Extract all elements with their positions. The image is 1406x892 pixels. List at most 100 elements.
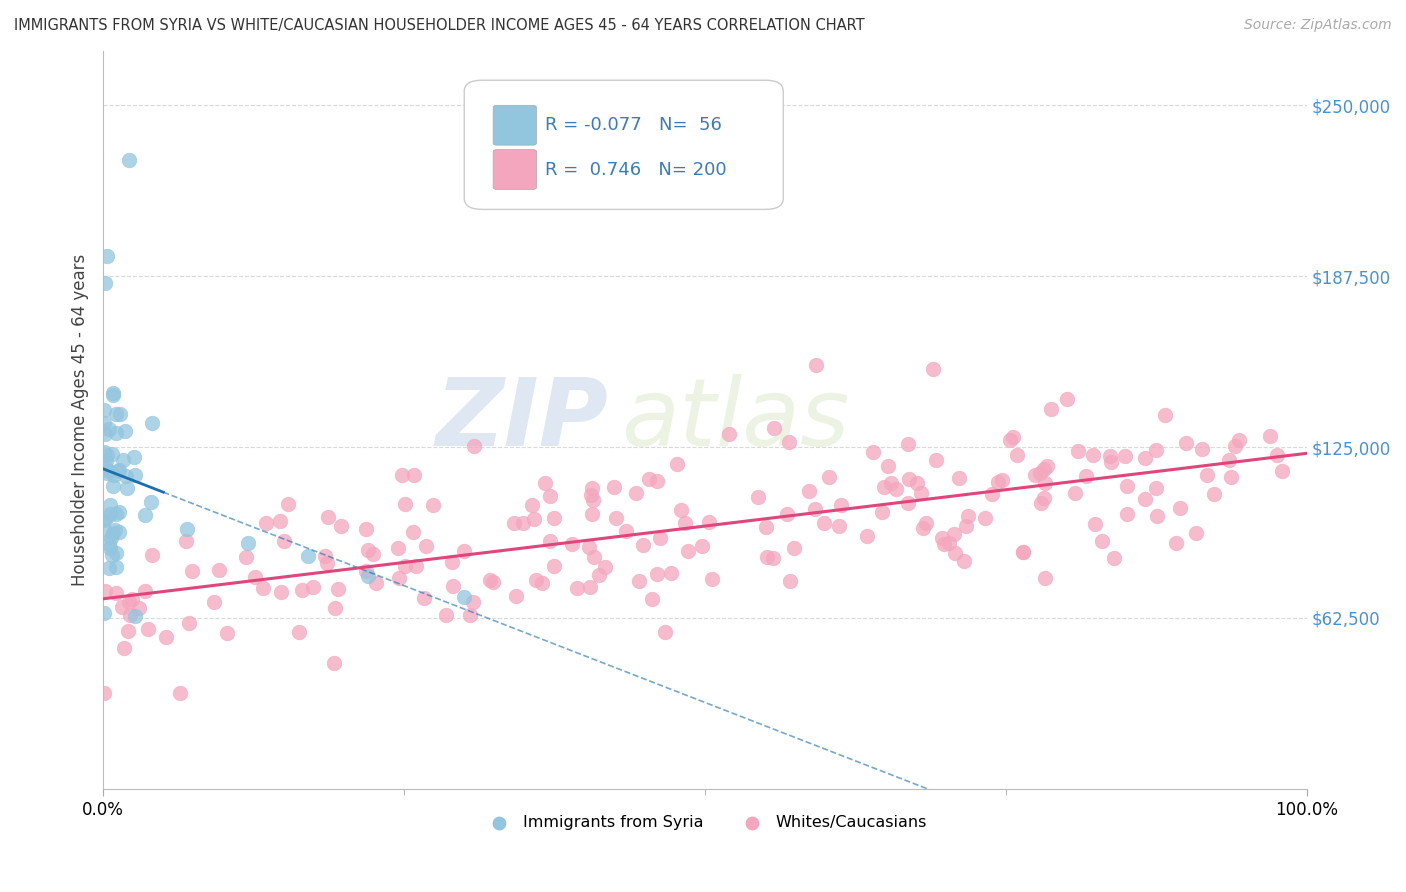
Point [897,496,920,510]
Point [1091,533,1114,548]
FancyBboxPatch shape [464,80,783,210]
Point [922,362,945,376]
Point [943,526,966,541]
Point [665,457,688,471]
Point [697,515,720,529]
Point [762,551,785,566]
Point [813,516,835,530]
Point [124,468,146,483]
Point [763,420,786,434]
Point [614,524,637,538]
Point [141,416,163,430]
Point [93,686,115,700]
Point [117,624,139,638]
Text: R = -0.077   N=  56: R = -0.077 N= 56 [546,116,721,134]
Point [910,486,932,500]
Point [391,467,413,482]
Point [100,532,122,546]
Point [1029,496,1052,510]
Point [502,516,524,530]
Point [103,479,125,493]
Point [1154,408,1177,422]
Point [828,518,851,533]
Point [641,591,664,606]
Point [461,595,484,609]
Point [93,523,115,537]
Point [124,450,146,465]
Point [925,452,948,467]
Point [1174,435,1197,450]
Point [330,519,353,533]
Point [1146,509,1168,524]
Text: R =  0.746   N= 200: R = 0.746 N= 200 [546,161,727,178]
Point [897,472,920,486]
Point [884,482,907,496]
Point [1007,448,1029,462]
Point [505,589,527,603]
Point [905,475,928,490]
Point [273,533,295,548]
Point [779,574,801,589]
Point [911,520,934,534]
Point [1195,467,1218,482]
Point [453,543,475,558]
Point [388,572,411,586]
Point [991,473,1014,487]
Point [107,524,129,539]
Point [1102,550,1125,565]
Point [530,576,553,591]
Point [1191,442,1213,456]
Point [981,487,1004,501]
Point [297,549,319,564]
Point [1144,442,1167,457]
Point [208,562,231,576]
Point [405,559,427,574]
Point [1202,487,1225,501]
Point [412,591,434,605]
Point [1185,526,1208,541]
Point [956,509,979,524]
Point [243,570,266,584]
Point [458,608,481,623]
Point [582,493,605,508]
Point [93,416,115,430]
Point [104,523,127,537]
Point [105,560,128,574]
Point [702,572,724,586]
Legend: Immigrants from Syria, Whites/Caucasians: Immigrants from Syria, Whites/Caucasians [477,808,934,837]
Point [671,502,693,516]
Point [1067,444,1090,458]
Point [676,543,699,558]
Point [870,505,893,519]
Point [747,490,769,504]
Point [561,537,583,551]
Point [1218,453,1240,467]
Point [522,498,544,512]
Point [121,591,143,606]
Point [1168,500,1191,515]
Point [364,576,387,591]
Point [277,497,299,511]
Point [755,520,778,534]
Point [440,555,463,569]
Point [96,466,118,480]
Point [112,641,135,656]
Point [434,607,457,622]
Point [316,556,339,570]
Point [402,525,425,540]
Point [179,615,201,630]
Point [141,495,163,509]
Point [1081,448,1104,462]
Point [582,550,605,565]
Y-axis label: Householder Income Ages 45 - 64 years: Householder Income Ages 45 - 64 years [72,253,89,586]
Point [481,575,503,590]
Point [690,539,713,553]
Point [524,573,547,587]
Point [1271,464,1294,478]
Point [111,600,134,615]
Point [98,507,121,521]
Point [325,600,347,615]
Point [394,497,416,511]
Point [269,514,291,528]
Point [101,447,124,461]
